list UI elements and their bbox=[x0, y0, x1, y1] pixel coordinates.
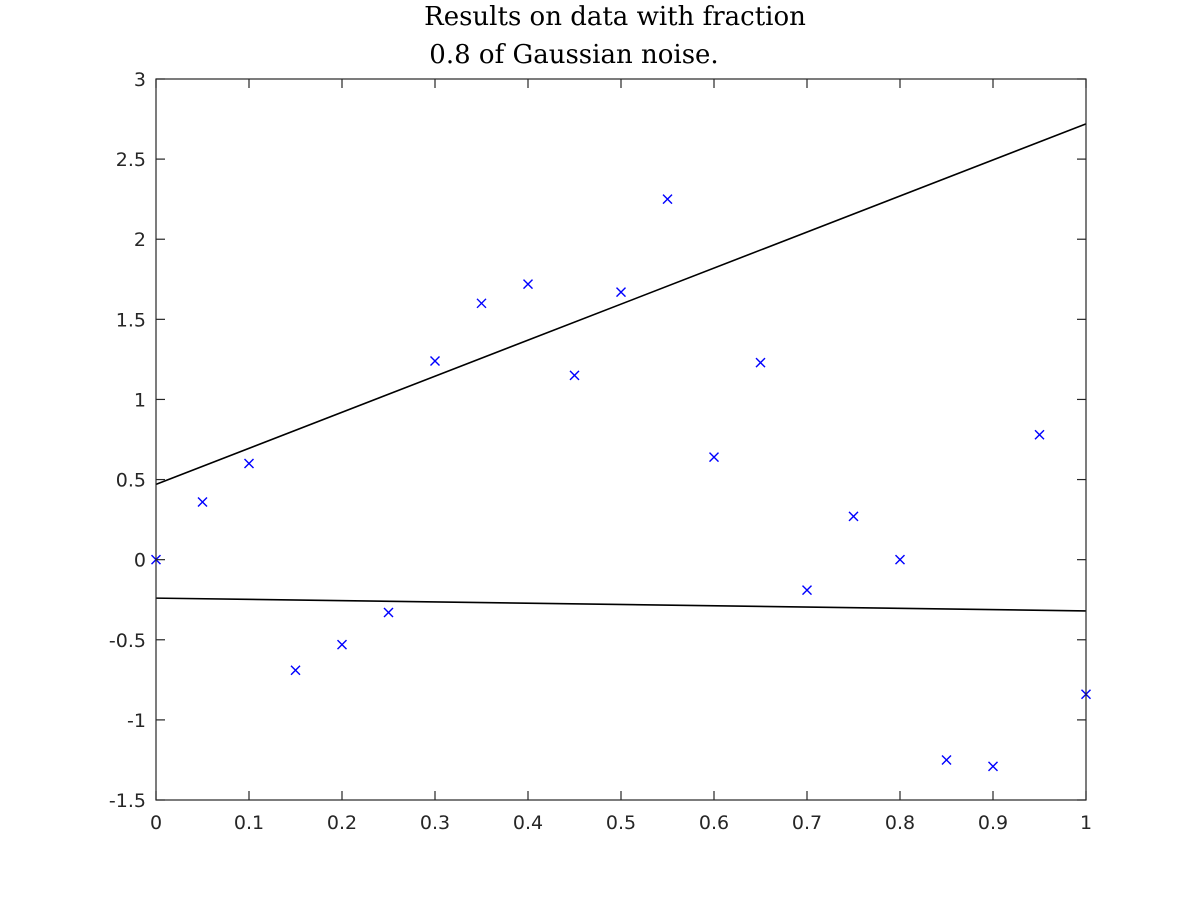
x-tick-label: 0.9 bbox=[978, 812, 1008, 834]
x-tick-label: 0.3 bbox=[420, 812, 450, 834]
marker-stroke bbox=[755, 357, 766, 368]
marker-stroke bbox=[895, 554, 905, 565]
marker-stroke bbox=[337, 639, 347, 650]
y-tick-label: 0.5 bbox=[116, 470, 146, 492]
axis-ticks: 0 0.1 0.2 0.3 0.4 0.5 0.6 0.7 0.8 0.9 1 -1.5 -1 -0.5 0… bbox=[109, 69, 1092, 834]
x-tick-label: 0.2 bbox=[327, 812, 357, 834]
y-tick-label: 2 bbox=[134, 229, 146, 251]
marker-stroke bbox=[430, 355, 440, 366]
y-tick-label: 2.5 bbox=[116, 149, 146, 171]
data-point bbox=[569, 370, 580, 381]
marker-stroke bbox=[244, 458, 254, 469]
x-tick-label: 0 bbox=[150, 812, 162, 834]
x-tick-label: 0.5 bbox=[606, 812, 636, 834]
y-tick-label: 1 bbox=[134, 389, 146, 411]
x-tick-label: 0.6 bbox=[699, 812, 729, 834]
x-tick-label: 0.7 bbox=[792, 812, 822, 834]
marker-stroke bbox=[988, 761, 998, 772]
y-tick-label: -1 bbox=[127, 710, 146, 732]
marker-stroke bbox=[662, 194, 673, 205]
marker-stroke bbox=[476, 298, 487, 309]
marker-stroke bbox=[802, 585, 812, 596]
data-point bbox=[988, 761, 998, 772]
data-point bbox=[290, 665, 301, 676]
plot-area bbox=[151, 123, 1091, 772]
data-point bbox=[383, 607, 394, 618]
marker-stroke bbox=[523, 279, 533, 290]
fit-line-1 bbox=[155, 123, 1087, 486]
y-tick-label: -1.5 bbox=[109, 790, 146, 812]
marker-stroke bbox=[709, 452, 719, 463]
data-point bbox=[197, 496, 208, 507]
data-point bbox=[662, 194, 673, 205]
data-point bbox=[337, 639, 347, 650]
data-point bbox=[802, 585, 812, 596]
data-point bbox=[523, 279, 533, 290]
x-tick-label: 0.4 bbox=[513, 812, 543, 834]
y-tick-label: -0.5 bbox=[109, 630, 146, 652]
y-tick-label: 0 bbox=[134, 550, 146, 572]
y-tick-label: 3 bbox=[134, 69, 146, 91]
data-point bbox=[895, 554, 905, 565]
x-tick-label: 0.8 bbox=[885, 812, 915, 834]
data-point bbox=[476, 298, 487, 309]
data-point bbox=[430, 355, 440, 366]
data-point bbox=[848, 511, 859, 522]
data-point bbox=[709, 452, 719, 463]
chart-title-line-2: 0.8 of Gaussian noise. bbox=[429, 40, 718, 70]
marker-stroke bbox=[383, 607, 394, 618]
fit-line-2 bbox=[155, 597, 1087, 612]
marker-stroke bbox=[290, 665, 301, 676]
axes-frame bbox=[155, 78, 1087, 801]
data-point bbox=[616, 287, 626, 298]
chart-title-line-1: Results on data with fraction bbox=[424, 2, 806, 32]
y-tick-label: 1.5 bbox=[116, 309, 146, 331]
data-point bbox=[1034, 429, 1045, 440]
x-tick-label: 0.1 bbox=[234, 812, 264, 834]
marker-stroke bbox=[941, 754, 952, 765]
marker-stroke bbox=[616, 287, 626, 298]
marker-stroke bbox=[848, 511, 859, 522]
marker-stroke bbox=[1034, 429, 1045, 440]
data-point bbox=[755, 357, 766, 368]
marker-stroke bbox=[569, 370, 580, 381]
x-tick-label: 1 bbox=[1080, 812, 1092, 834]
marker-stroke bbox=[197, 496, 208, 507]
data-point bbox=[244, 458, 254, 469]
data-point bbox=[941, 754, 952, 765]
